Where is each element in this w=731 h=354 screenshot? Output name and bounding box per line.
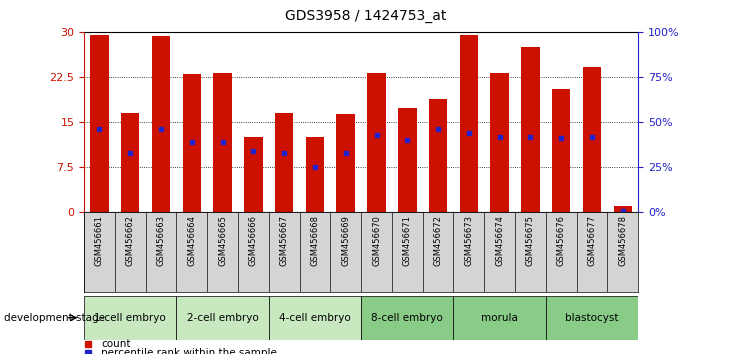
Bar (336, 114, 355, 212)
Bar (115, 212, 145, 292)
Text: morula: morula (481, 313, 518, 323)
Bar (607, 212, 638, 292)
Bar (453, 296, 546, 340)
Bar (300, 212, 330, 292)
Text: GSM456678: GSM456678 (618, 215, 627, 266)
Bar (306, 137, 324, 212)
Bar (269, 212, 300, 292)
Bar (84, 212, 115, 292)
Text: percentile rank within the sample: percentile rank within the sample (101, 348, 277, 354)
Text: GSM456673: GSM456673 (464, 215, 474, 266)
Text: GDS3958 / 1424753_at: GDS3958 / 1424753_at (285, 9, 446, 23)
Text: GSM456670: GSM456670 (372, 215, 381, 266)
Text: GSM456664: GSM456664 (187, 215, 197, 266)
Bar (398, 108, 417, 212)
Bar (330, 212, 361, 292)
Text: count: count (101, 339, 130, 349)
Bar (583, 67, 601, 212)
Bar (275, 113, 293, 212)
Bar (176, 212, 207, 292)
Bar (90, 35, 109, 212)
Text: GSM456675: GSM456675 (526, 215, 535, 266)
Bar (521, 47, 539, 212)
Text: blastocyst: blastocyst (565, 313, 618, 323)
Bar (244, 137, 262, 212)
Bar (361, 212, 392, 292)
Text: development stage: development stage (4, 313, 105, 323)
Bar (361, 296, 453, 340)
Bar (613, 206, 632, 212)
Text: GSM456669: GSM456669 (341, 215, 350, 266)
Bar (552, 89, 570, 212)
Text: GSM456667: GSM456667 (280, 215, 289, 266)
Bar (269, 296, 361, 340)
Bar (176, 296, 269, 340)
Bar (84, 296, 176, 340)
Text: 4-cell embryo: 4-cell embryo (279, 313, 351, 323)
Bar (207, 212, 238, 292)
Bar (491, 73, 509, 212)
Text: GSM456665: GSM456665 (218, 215, 227, 266)
Text: GSM456671: GSM456671 (403, 215, 412, 266)
Bar (453, 212, 484, 292)
Text: GSM456661: GSM456661 (95, 215, 104, 266)
Text: GSM456676: GSM456676 (557, 215, 566, 266)
Bar (238, 212, 269, 292)
Bar (367, 73, 386, 212)
Bar (460, 35, 478, 212)
Bar (183, 74, 201, 212)
Bar (546, 212, 577, 292)
Bar (429, 99, 447, 212)
Text: GSM456662: GSM456662 (126, 215, 135, 266)
Text: GSM456663: GSM456663 (156, 215, 165, 266)
Bar (392, 212, 423, 292)
Text: GSM456668: GSM456668 (311, 215, 319, 266)
Bar (423, 212, 453, 292)
Text: 1-cell embryo: 1-cell embryo (94, 313, 166, 323)
Text: GSM456677: GSM456677 (588, 215, 596, 266)
Bar (145, 212, 176, 292)
Bar (577, 212, 607, 292)
Bar (121, 113, 140, 212)
Text: 8-cell embryo: 8-cell embryo (371, 313, 443, 323)
Text: GSM456666: GSM456666 (249, 215, 258, 266)
Bar (484, 212, 515, 292)
Bar (515, 212, 546, 292)
Text: 2-cell embryo: 2-cell embryo (186, 313, 259, 323)
Bar (152, 36, 170, 212)
Bar (546, 296, 638, 340)
Text: GSM456674: GSM456674 (495, 215, 504, 266)
Bar (213, 73, 232, 212)
Text: GSM456672: GSM456672 (433, 215, 442, 266)
